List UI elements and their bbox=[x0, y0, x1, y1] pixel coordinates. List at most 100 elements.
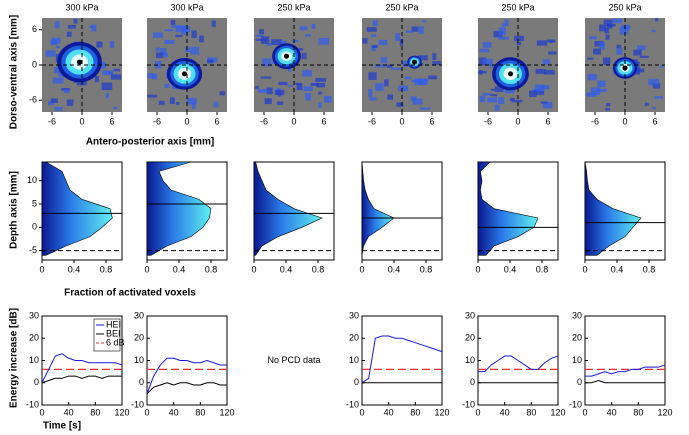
map-noise bbox=[54, 21, 60, 29]
no-data-note: No PCD data bbox=[267, 355, 320, 365]
map-noise bbox=[498, 36, 510, 40]
legend-label: BEI bbox=[106, 328, 121, 338]
y-tick-label: 20 bbox=[29, 333, 39, 343]
map-noise bbox=[368, 89, 373, 98]
map-noise bbox=[411, 79, 422, 83]
map-noise bbox=[50, 98, 58, 103]
map-noise bbox=[548, 51, 557, 55]
map-noise bbox=[428, 75, 438, 80]
y-tick-label: -5 bbox=[29, 245, 37, 255]
map-noise bbox=[479, 57, 487, 66]
map-noise bbox=[56, 45, 60, 49]
map-noise bbox=[498, 27, 506, 36]
map-noise bbox=[175, 102, 180, 105]
map-noise bbox=[639, 55, 649, 58]
map-noise bbox=[315, 78, 326, 82]
map-noise bbox=[318, 91, 323, 95]
map-noise bbox=[651, 29, 657, 33]
x-tick-label: 40 bbox=[384, 407, 394, 417]
map-noise bbox=[387, 94, 393, 100]
map-noise bbox=[67, 24, 76, 29]
map-noise bbox=[494, 86, 504, 92]
map-noise bbox=[399, 39, 404, 46]
map-noise bbox=[207, 59, 214, 64]
y-tick-label: 10 bbox=[572, 355, 582, 365]
focus-center bbox=[508, 71, 513, 77]
y-tick-label: 0 bbox=[354, 377, 359, 387]
map-noise bbox=[494, 104, 500, 111]
map-noise bbox=[540, 85, 550, 90]
map-noise bbox=[542, 59, 550, 65]
x-tick-label: 0 bbox=[39, 407, 44, 417]
map-noise bbox=[147, 94, 158, 98]
legend-label: 6 dB bbox=[106, 337, 125, 347]
x-tick-label: 0.8 bbox=[205, 264, 218, 274]
energy-xlabel: Time [s] bbox=[43, 421, 81, 432]
y-tick-label: 0 bbox=[32, 59, 37, 69]
map-noise bbox=[154, 61, 162, 69]
map-noise bbox=[411, 26, 419, 32]
map-noise bbox=[54, 107, 63, 111]
x-tick-label: -6 bbox=[484, 116, 492, 126]
x-tick-label: 0.4 bbox=[504, 264, 517, 274]
y-tick-label: 20 bbox=[134, 333, 144, 343]
depth-xlabel: Fraction of activated voxels bbox=[64, 288, 196, 299]
map-noise bbox=[112, 106, 118, 110]
map-noise bbox=[274, 89, 285, 96]
map-noise bbox=[660, 65, 664, 68]
x-tick-label: 120 bbox=[434, 407, 449, 417]
energy-frame bbox=[361, 315, 443, 406]
energy-line bbox=[585, 379, 665, 384]
y-tick-label: 0 bbox=[139, 377, 144, 387]
map-noise bbox=[542, 101, 553, 109]
map-noise bbox=[102, 70, 114, 76]
map-noise bbox=[160, 47, 167, 55]
y-tick-label: 6 bbox=[32, 24, 37, 34]
map-noise bbox=[254, 86, 259, 89]
map-noise bbox=[602, 57, 611, 65]
map-xlabel: Antero-posterior axis [mm] bbox=[86, 137, 214, 148]
map-noise bbox=[498, 97, 505, 104]
x-tick-label: 6 bbox=[109, 116, 114, 126]
map-noise bbox=[61, 87, 71, 91]
map-noise bbox=[587, 57, 594, 60]
panel-title: 300 kPa bbox=[170, 2, 203, 12]
x-tick-label: 80 bbox=[90, 407, 100, 417]
x-tick-label: 80 bbox=[526, 407, 536, 417]
map-noise bbox=[63, 89, 70, 94]
map-noise bbox=[158, 100, 165, 105]
energy-line bbox=[41, 353, 123, 383]
x-tick-label: 0 bbox=[39, 264, 44, 274]
x-tick-label: 0 bbox=[184, 116, 189, 126]
map-noise bbox=[366, 27, 377, 32]
map-noise bbox=[504, 19, 509, 27]
map-noise bbox=[113, 68, 120, 72]
map-noise bbox=[101, 82, 113, 91]
map-noise bbox=[155, 52, 164, 58]
y-tick-label: -10 bbox=[462, 399, 475, 409]
map-noise bbox=[395, 33, 401, 41]
x-tick-label: 80 bbox=[410, 407, 420, 417]
map-noise bbox=[368, 72, 377, 80]
map-noise bbox=[652, 83, 661, 89]
map-noise bbox=[372, 45, 378, 48]
y-tick-label: -10 bbox=[346, 399, 359, 409]
map-noise bbox=[605, 107, 611, 111]
y-tick-label: 10 bbox=[27, 175, 37, 185]
x-tick-label: 120 bbox=[114, 407, 129, 417]
x-tick-label: 120 bbox=[550, 407, 565, 417]
y-tick-label: 30 bbox=[134, 310, 144, 320]
map-noise bbox=[164, 52, 168, 58]
depth-profile bbox=[584, 161, 642, 256]
map-noise bbox=[277, 101, 284, 105]
x-tick-label: 6 bbox=[652, 116, 657, 126]
energy-line bbox=[585, 364, 666, 377]
map-noise bbox=[318, 37, 330, 45]
map-noise bbox=[53, 67, 59, 74]
y-tick-label: 30 bbox=[349, 310, 359, 320]
map-noise bbox=[91, 24, 97, 32]
map-noise bbox=[549, 40, 554, 43]
x-tick-label: -6 bbox=[48, 116, 56, 126]
map-noise bbox=[47, 101, 54, 106]
